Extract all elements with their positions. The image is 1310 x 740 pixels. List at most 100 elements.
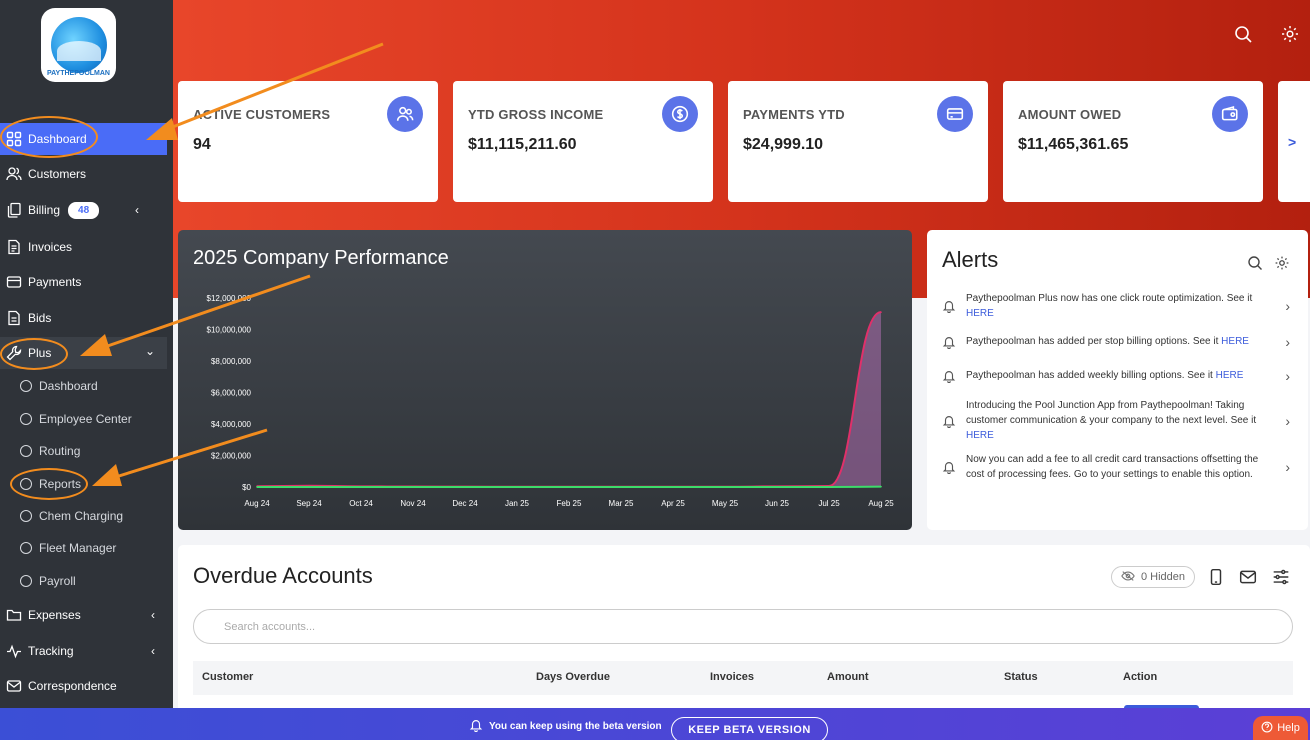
folder-icon bbox=[5, 606, 23, 624]
y-tick-label: $0 bbox=[242, 483, 251, 492]
sub-item-label: Fleet Manager bbox=[39, 541, 117, 555]
question-icon bbox=[1261, 721, 1273, 736]
x-tick-label: Jul 25 bbox=[818, 499, 840, 508]
sidebar-item-label: Customers bbox=[28, 167, 87, 181]
sidebar-item-billing[interactable]: Billing 48 ‹ bbox=[0, 194, 167, 226]
column-header-status[interactable]: Status bbox=[1004, 671, 1038, 683]
search-icon[interactable] bbox=[1233, 24, 1253, 44]
bell-icon bbox=[942, 460, 956, 475]
x-tick-label: Apr 25 bbox=[661, 499, 685, 508]
chevron-right-icon: › bbox=[1285, 298, 1290, 314]
sub-item-label: Dashboard bbox=[39, 379, 98, 393]
data-point[interactable] bbox=[880, 485, 882, 488]
data-point[interactable] bbox=[516, 486, 518, 488]
alert-link[interactable]: HERE bbox=[1215, 370, 1244, 381]
sidebar-item-bids[interactable]: Bids bbox=[0, 302, 167, 334]
sidebar-item-label: Bids bbox=[28, 311, 52, 325]
stats-next-button[interactable]: > bbox=[1278, 81, 1310, 202]
keep-beta-version-button[interactable]: KEEP BETA VERSION bbox=[671, 717, 828, 740]
wallet-icon bbox=[5, 273, 23, 291]
sidebar-item-tracking[interactable]: Tracking ‹ bbox=[0, 635, 167, 667]
column-header-invoices[interactable]: Invoices bbox=[710, 671, 755, 683]
data-point[interactable] bbox=[776, 486, 778, 488]
series-line bbox=[256, 311, 882, 488]
plus-sub-employee-center[interactable]: Employee Center bbox=[0, 405, 167, 433]
sidebar-item-expenses[interactable]: Expenses ‹ bbox=[0, 599, 167, 631]
help-button[interactable]: Help bbox=[1253, 716, 1308, 740]
data-point[interactable] bbox=[620, 486, 622, 488]
bell-icon bbox=[469, 718, 483, 735]
data-point[interactable] bbox=[256, 486, 258, 488]
annotation-ring-reports bbox=[10, 468, 88, 500]
y-tick-label: $10,000,000 bbox=[207, 326, 252, 335]
x-tick-label: Nov 24 bbox=[400, 499, 426, 508]
help-label: Help bbox=[1277, 722, 1300, 734]
chevron-left-icon: ‹ bbox=[151, 608, 155, 622]
data-point[interactable] bbox=[828, 486, 830, 488]
x-tick-label: May 25 bbox=[712, 499, 739, 508]
phone-icon[interactable] bbox=[1207, 568, 1225, 586]
sub-item-label: Payroll bbox=[39, 574, 76, 588]
plus-sub-fleet-manager[interactable]: Fleet Manager bbox=[0, 534, 167, 562]
alert-link[interactable]: HERE bbox=[1221, 336, 1249, 347]
sidebar-item-label: Billing bbox=[28, 203, 61, 217]
chevron-right-icon: › bbox=[1285, 333, 1290, 350]
gear-icon[interactable] bbox=[1274, 255, 1290, 271]
sidebar-item-label: Expenses bbox=[28, 608, 81, 622]
alert-item[interactable]: Introducing the Pool Junction App from P… bbox=[942, 398, 1292, 443]
gear-icon[interactable] bbox=[1280, 24, 1300, 44]
stat-card-payments-ytd[interactable]: PAYMENTS YTD $24,999.10 bbox=[728, 81, 988, 202]
column-header-days-overdue[interactable]: Days Overdue bbox=[536, 671, 610, 683]
data-point[interactable] bbox=[464, 486, 466, 488]
column-header-amount[interactable]: Amount bbox=[827, 671, 869, 683]
alert-text: Paythepoolman has added per stop billing… bbox=[966, 336, 1222, 347]
sidebar-item-label: Tracking bbox=[28, 644, 74, 658]
circle-icon bbox=[20, 510, 32, 522]
data-point[interactable] bbox=[412, 486, 414, 488]
alert-link[interactable]: HERE bbox=[966, 308, 994, 319]
x-tick-label: Mar 25 bbox=[609, 499, 634, 508]
app-logo[interactable]: PAYTHEPOOLMAN bbox=[41, 8, 116, 82]
data-point[interactable] bbox=[724, 486, 726, 488]
search-accounts-input[interactable] bbox=[193, 609, 1293, 644]
data-point[interactable] bbox=[360, 486, 362, 488]
hidden-toggle[interactable]: 0 Hidden bbox=[1111, 566, 1196, 588]
plus-sub-chem-charging[interactable]: Chem Charging bbox=[0, 502, 167, 530]
stat-card-ytd-gross-income[interactable]: YTD GROSS INCOME $11,115,211.60 bbox=[453, 81, 713, 202]
alerts-title: Alerts bbox=[942, 247, 999, 272]
alert-item[interactable]: Paythepoolman has added weekly billing o… bbox=[942, 367, 1292, 384]
data-point[interactable] bbox=[672, 486, 674, 488]
search-icon[interactable] bbox=[1247, 255, 1263, 271]
column-header-customer[interactable]: Customer bbox=[202, 671, 254, 683]
plus-sub-routing[interactable]: Routing bbox=[0, 437, 167, 465]
sidebar-item-customers[interactable]: Customers bbox=[0, 158, 167, 190]
alerts-card: Alerts Paythepoolman Plus now has one cl… bbox=[927, 230, 1308, 530]
chevron-right-icon: › bbox=[1285, 367, 1290, 384]
alert-link[interactable]: HERE bbox=[966, 430, 994, 441]
mail-icon[interactable] bbox=[1239, 568, 1257, 586]
plus-sub-payroll[interactable]: Payroll bbox=[0, 567, 167, 595]
circle-icon bbox=[20, 542, 32, 554]
sidebar-item-payments[interactable]: Payments bbox=[0, 266, 167, 298]
data-point[interactable] bbox=[880, 311, 882, 313]
alert-item[interactable]: Paythepoolman Plus now has one click rou… bbox=[942, 291, 1292, 321]
files-icon bbox=[5, 201, 23, 219]
alert-item[interactable]: Paythepoolman has added per stop billing… bbox=[942, 333, 1292, 350]
sliders-icon[interactable] bbox=[1272, 568, 1290, 586]
beta-message-text: You can keep using the beta version bbox=[489, 721, 662, 732]
sidebar-item-correspondence[interactable]: Correspondence bbox=[0, 670, 167, 702]
x-tick-label: Feb 25 bbox=[557, 499, 582, 508]
y-tick-label: $4,000,000 bbox=[211, 420, 252, 429]
sidebar-item-invoices[interactable]: Invoices bbox=[0, 231, 167, 263]
column-header-action[interactable]: Action bbox=[1123, 671, 1158, 683]
wallet-icon bbox=[1212, 96, 1248, 132]
data-point[interactable] bbox=[308, 486, 310, 488]
plus-sub-dashboard[interactable]: Dashboard bbox=[0, 372, 167, 400]
x-tick-label: Jan 25 bbox=[505, 499, 530, 508]
sidebar-item-label: Invoices bbox=[28, 240, 73, 254]
stat-card-amount-owed[interactable]: AMOUNT OWED $11,465,361.65 bbox=[1003, 81, 1263, 202]
data-point[interactable] bbox=[568, 486, 570, 488]
stat-card-active-customers[interactable]: ACTIVE CUSTOMERS 94 bbox=[178, 81, 438, 202]
sub-item-label: Employee Center bbox=[39, 412, 132, 426]
alert-item[interactable]: Now you can add a fee to all credit card… bbox=[942, 452, 1292, 482]
